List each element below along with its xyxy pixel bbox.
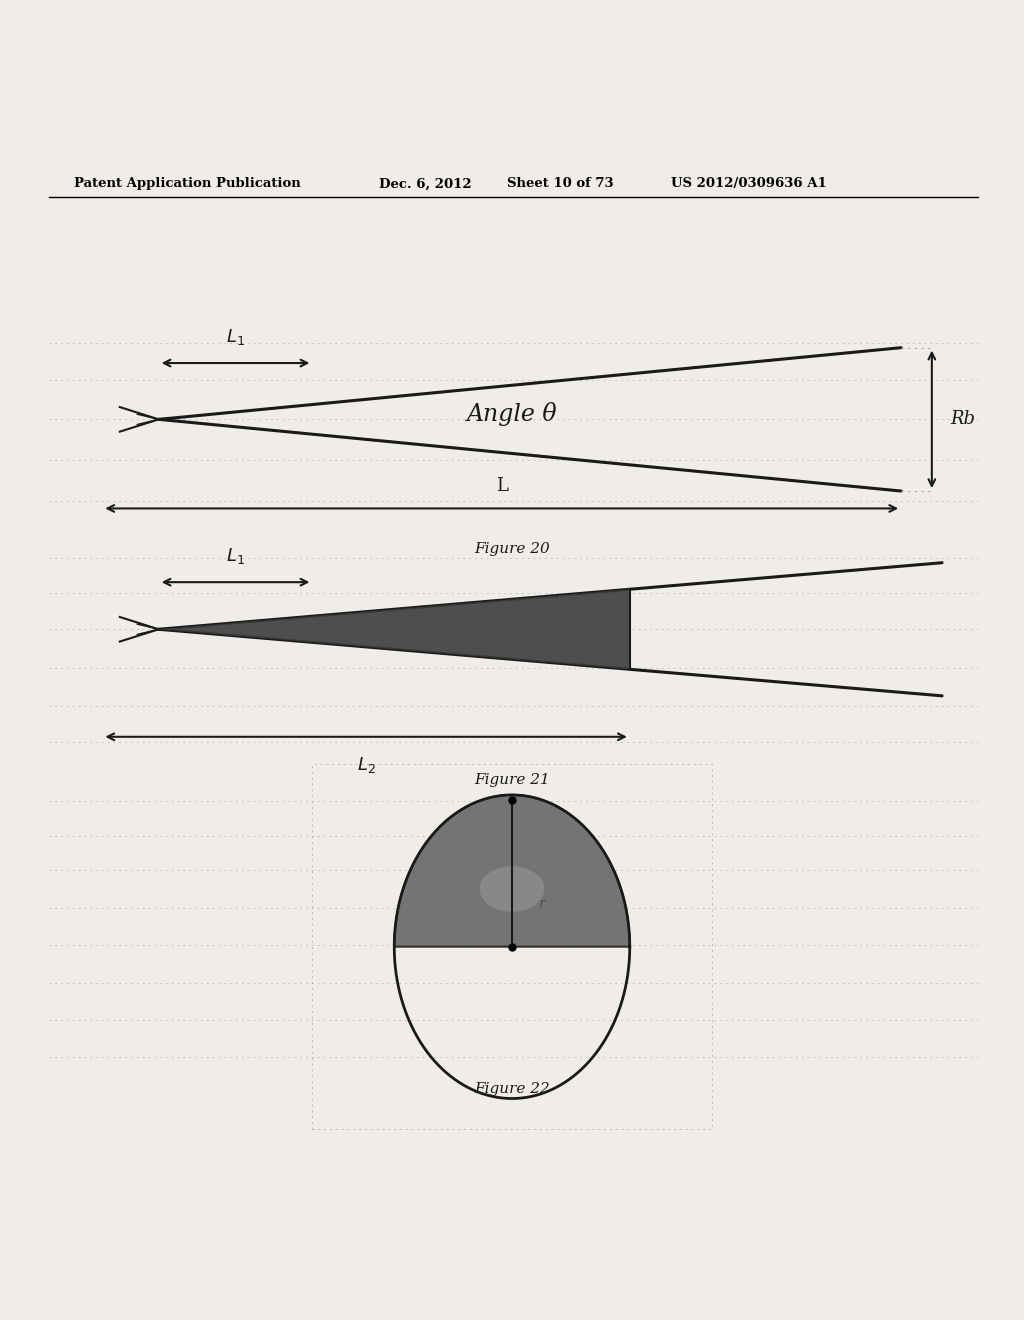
Text: Rb: Rb [950,411,975,429]
Text: r: r [538,898,544,911]
Text: $L_1$: $L_1$ [226,545,245,566]
Text: Figure 22: Figure 22 [474,1082,550,1096]
Text: $L_2$: $L_2$ [356,755,376,775]
Text: L: L [496,477,508,495]
Text: Sheet 10 of 73: Sheet 10 of 73 [507,177,613,190]
Text: Angle θ: Angle θ [467,403,557,426]
Polygon shape [394,795,630,946]
Text: US 2012/0309636 A1: US 2012/0309636 A1 [671,177,826,190]
Text: $L_1$: $L_1$ [226,326,245,347]
Text: Dec. 6, 2012: Dec. 6, 2012 [379,177,471,190]
Text: Figure 20: Figure 20 [474,543,550,556]
Text: Patent Application Publication: Patent Application Publication [74,177,300,190]
Text: Figure 21: Figure 21 [474,772,550,787]
Polygon shape [159,589,630,669]
Ellipse shape [479,866,545,912]
